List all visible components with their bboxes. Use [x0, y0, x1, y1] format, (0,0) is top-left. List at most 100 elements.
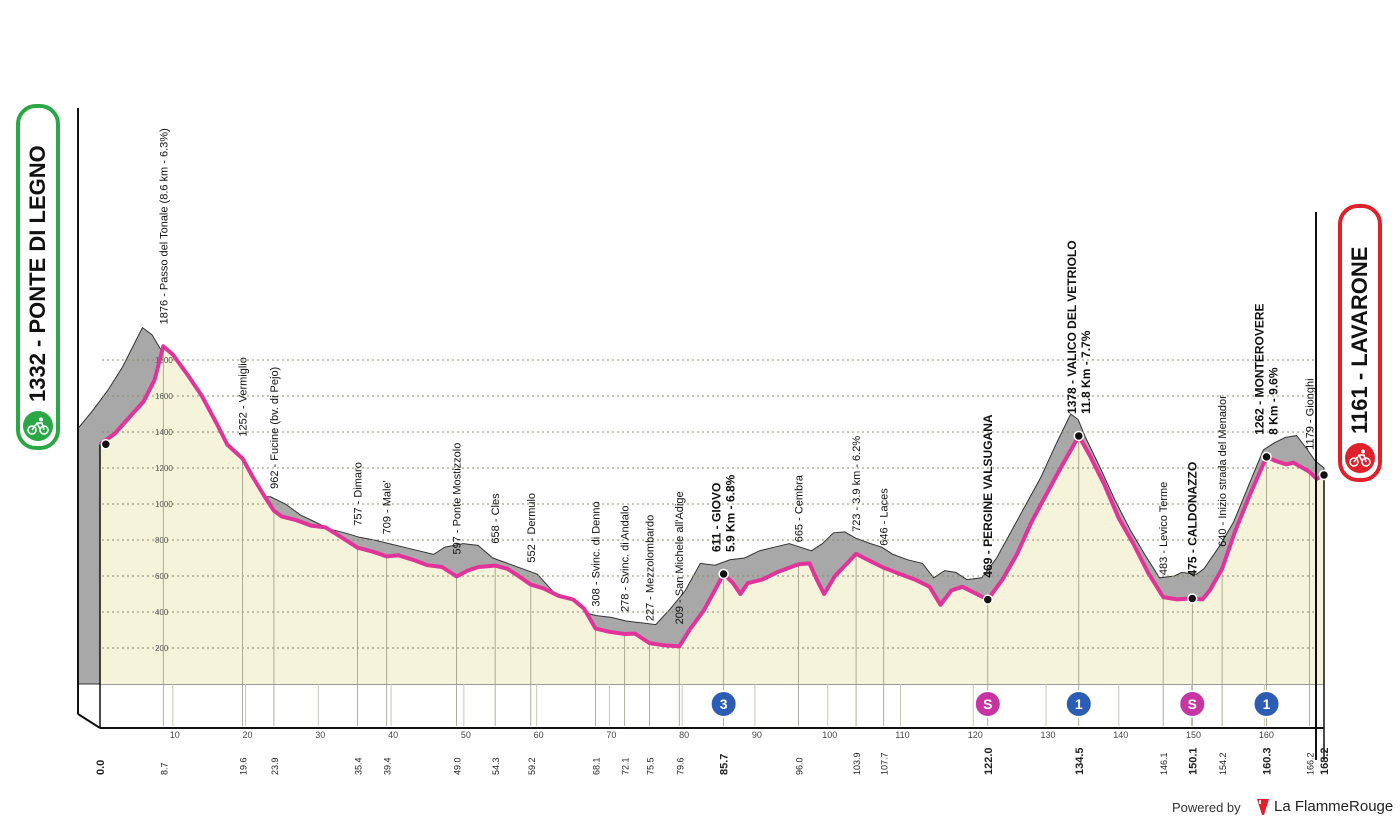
x-tick-label: 30	[315, 730, 325, 740]
x-tick-label: 90	[752, 730, 762, 740]
x-tick-label: 150	[1186, 730, 1201, 740]
km-label: 103.9	[852, 752, 862, 775]
badge-label: 3	[720, 696, 728, 712]
x-tick-label: 50	[461, 730, 471, 740]
flamme-rouge-logo-icon	[1257, 799, 1269, 815]
sprint-badge	[973, 690, 1002, 718]
finish-pill	[1338, 204, 1382, 482]
km-label: 68.1	[592, 757, 602, 775]
km-label: 168.2	[1319, 747, 1331, 775]
x-tick-label: 120	[968, 730, 983, 740]
km-label: 23.9	[270, 757, 280, 775]
y-tick-label: 400	[155, 608, 169, 617]
cyclist-icon	[1349, 449, 1371, 467]
start-pill	[16, 104, 60, 450]
x-tick-label: 110	[895, 730, 909, 740]
x-tick-label: 60	[534, 730, 544, 740]
badge-label: 1	[1075, 696, 1083, 712]
badge-label: 1	[1263, 696, 1271, 712]
route-point-marker	[1261, 451, 1272, 463]
km-label: 19.6	[239, 757, 249, 775]
x-tick-label: 140	[1113, 730, 1128, 740]
km-label: 35.4	[354, 757, 364, 775]
cyclist-wheel	[1361, 457, 1371, 467]
annotation-label: 483 - Levico Terme	[1158, 482, 1170, 575]
route-point-marker	[1318, 469, 1330, 481]
route-point-marker	[982, 594, 994, 605]
x-tick-label: 40	[388, 730, 398, 740]
km-label: 8.7	[159, 762, 169, 775]
annotation-label: 308 - Svinc. di Denno	[591, 501, 603, 606]
cyclist-icon	[27, 417, 49, 435]
y-tick-label: 1200	[155, 464, 173, 473]
finish-label: 1161 - LAVARONE	[1347, 247, 1372, 434]
y-tick-label: 1600	[155, 392, 173, 401]
annotation-label: 475 - CALDONAZZO	[1185, 462, 1199, 577]
start-label: 1332 - PONTE DI LEGNO	[25, 145, 50, 402]
km-label: 154.2	[1218, 752, 1228, 775]
km-label: 39.4	[383, 757, 393, 775]
km-label: 79.6	[675, 757, 685, 775]
km-label: 59.2	[527, 757, 537, 775]
annotation-label: 552 - Dermulo	[526, 493, 538, 563]
km-label: 160.3	[1262, 747, 1274, 775]
x-tick-label: 70	[606, 730, 616, 740]
annotation-label: 723 - 3.9 km - 6.2%	[851, 436, 863, 532]
annotation-label: 209 - San Michele all'Adige	[674, 491, 686, 624]
badge-label: S	[1188, 696, 1197, 712]
km-label: 49.0	[453, 757, 463, 775]
x-tick-label: 20	[243, 730, 253, 740]
km-label: 85.7	[719, 754, 731, 775]
y-tick-label: 800	[155, 536, 169, 545]
km-label: 150.1	[1187, 747, 1199, 775]
left-axis-foot	[77, 713, 101, 729]
annotation-label: 1252 - Vermiglio	[238, 357, 250, 437]
annotation-label: 1876 - Passo del Tonale (8.6 km - 6.3%)	[158, 128, 170, 324]
km-label: 122.0	[983, 747, 995, 775]
annotation-label: 1262 - MONTEROVERE	[1253, 303, 1267, 434]
km-label: 72.1	[621, 757, 631, 775]
annotation-label: 469 - PERGINE VALSUGANA	[981, 414, 995, 577]
annotation-label: 1179 - Gionghi	[1304, 378, 1316, 449]
annotation-label: 227 - Mezzolombardo	[644, 515, 656, 621]
km-label: 0.0	[95, 760, 107, 775]
annotation-label: 665 - Cembra	[794, 474, 806, 542]
annotation-label: 11.8 Km - 7.7%	[1079, 330, 1093, 414]
annotation-label: 646 - Laces	[879, 488, 891, 546]
cyclist-wheel	[39, 425, 49, 435]
annotation-label: 962 - Fucine (bv. di Pejo)	[269, 367, 281, 489]
km-label: 146.1	[1159, 752, 1169, 775]
x-tick-label: 130	[1041, 730, 1056, 740]
x-tick-label: 80	[679, 730, 689, 740]
x-tick-label: 100	[822, 730, 837, 740]
km-label: 134.5	[1074, 747, 1086, 775]
km-label: 107.7	[880, 752, 890, 775]
powered-by-text: Powered by	[1172, 800, 1241, 815]
annotation-label: 278 - Svinc. di Andalo	[620, 506, 632, 612]
annotation-label: 611 - GIOVO	[710, 483, 724, 552]
km-label: 75.5	[645, 757, 655, 775]
y-tick-label: 600	[155, 572, 169, 581]
x-tick-label: 160	[1259, 730, 1274, 740]
route-point-marker	[100, 438, 112, 450]
km-label: 96.0	[795, 757, 805, 775]
badge-label: S	[983, 696, 992, 712]
cyclist-head	[39, 417, 43, 422]
cyclist-wheel	[1349, 457, 1359, 467]
x-tick-label: 10	[170, 730, 180, 740]
cyclist-frame	[1353, 454, 1367, 463]
km-label: 54.3	[491, 757, 501, 775]
route-point-marker	[718, 568, 729, 580]
sprint-badge	[1178, 690, 1207, 718]
climb-category-badge	[1252, 690, 1281, 718]
annotation-label: 8 Km - 9.6%	[1267, 367, 1281, 435]
annotation-label: 757 - Dimaro	[353, 462, 365, 526]
brand-name: La FlammeRouge	[1274, 798, 1394, 815]
annotation-label: 709 - Male'	[382, 480, 394, 534]
climb-category-badge	[1064, 690, 1093, 718]
route-point-marker	[1187, 593, 1198, 604]
y-tick-label: 200	[155, 644, 169, 653]
cyclist-wheel	[27, 425, 37, 435]
km-label: 166.2	[1305, 752, 1315, 775]
